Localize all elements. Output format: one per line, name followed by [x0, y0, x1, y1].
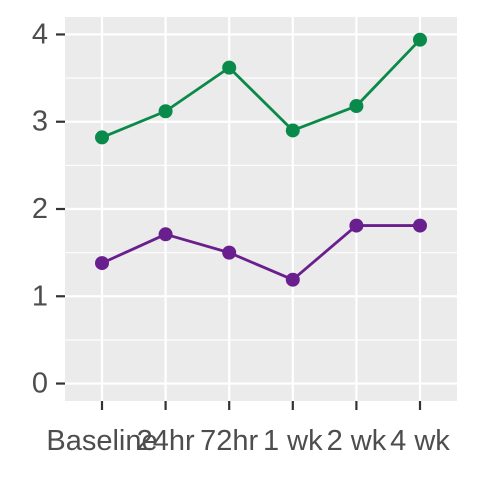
data-point [413, 32, 427, 47]
data-point [222, 60, 237, 75]
data-point [285, 272, 300, 287]
data-point [285, 123, 300, 138]
data-point [158, 227, 173, 242]
x-tick-label: 1 wk [263, 425, 323, 457]
y-tick-label: 4 [32, 18, 48, 50]
x-tick-label: 24hr [137, 425, 195, 457]
y-tick-label: 1 [32, 280, 48, 312]
x-tick-label: 2 wk [327, 425, 387, 457]
x-tick-label: 4 wk [390, 425, 450, 457]
x-tick-label: Baseline [46, 425, 157, 457]
y-tick-label: 0 [32, 368, 48, 400]
data-point [95, 256, 109, 271]
major-grid [65, 17, 457, 401]
series-line [101, 224, 420, 282]
data-point [349, 218, 364, 233]
series-line [101, 38, 422, 139]
data-point [158, 104, 173, 119]
data-point [349, 99, 364, 114]
data-point [222, 245, 237, 260]
series-layer [95, 32, 427, 287]
data-point [95, 130, 109, 145]
y-axis: 0 1 2 3 4 [32, 18, 65, 400]
minor-grid [65, 77, 457, 341]
x-tick-label: 72hr [200, 425, 258, 457]
data-point [413, 218, 427, 233]
y-tick-label: 2 [32, 193, 48, 225]
y-tick-label: 3 [32, 106, 48, 138]
